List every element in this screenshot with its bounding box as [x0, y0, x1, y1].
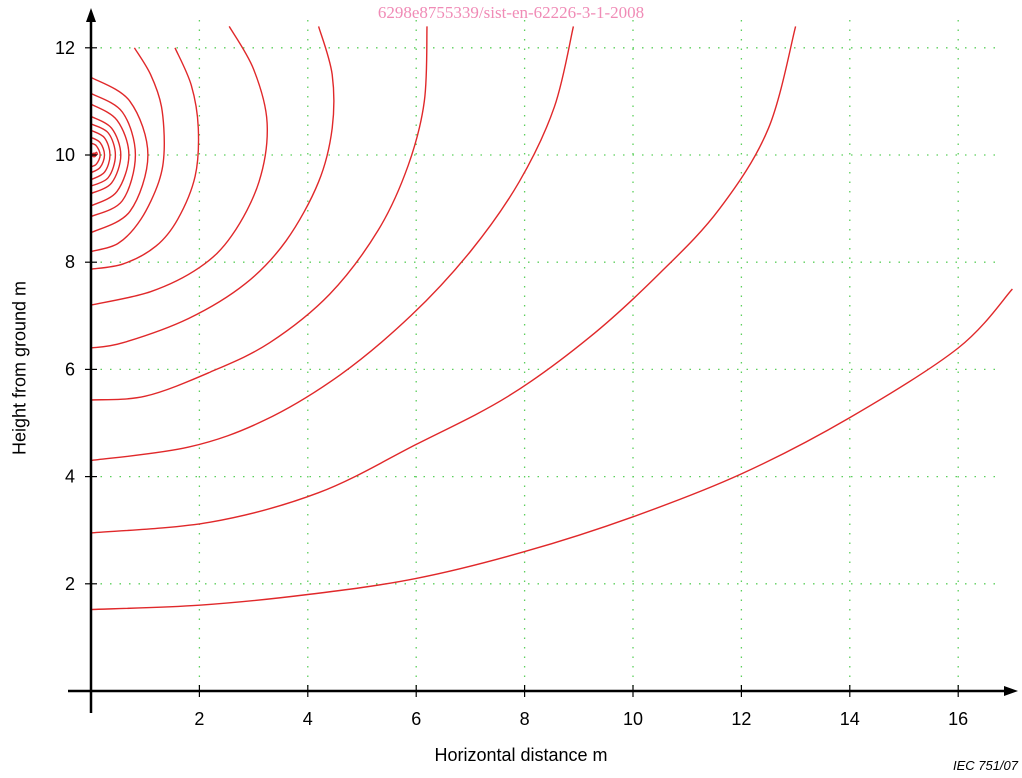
- y-tick-label: 8: [65, 252, 75, 272]
- equipotential-curve-12: [90, 26, 268, 306]
- x-axis-arrow: [1004, 686, 1018, 696]
- y-axis-label: Height from ground m: [9, 280, 30, 456]
- curve-layer: [90, 26, 1013, 611]
- x-tick-label: 6: [411, 709, 421, 729]
- axis-layer: [68, 8, 1018, 713]
- x-tick-label: 14: [840, 709, 860, 729]
- x-tick-label: 8: [520, 709, 530, 729]
- figure-reference: IEC 751/07: [952, 758, 1018, 773]
- equipotential-curve-11: [90, 47, 200, 270]
- equipotential-curve-8: [90, 92, 137, 218]
- equipotential-curve-4: [90, 129, 111, 181]
- x-tick-label: 16: [948, 709, 968, 729]
- y-tick-label: 12: [55, 38, 75, 58]
- equipotential-curve-14: [90, 26, 428, 401]
- equipotential-curve-15: [90, 26, 575, 462]
- y-tick-label: 10: [55, 145, 75, 165]
- y-tick-label: 6: [65, 359, 75, 379]
- equipotential-curve-9: [90, 76, 149, 234]
- equipotential-curve-10: [90, 47, 165, 253]
- equipotential-curve-2: [90, 142, 101, 168]
- equipotential-curve-17: [90, 288, 1013, 611]
- tick-layer: 2 4 6 8 10 12 14 16 2 4 6 8 10 12: [55, 38, 968, 729]
- x-axis-label: Horizontal distance m: [434, 745, 608, 765]
- equipotential-curve-7: [90, 103, 130, 207]
- y-tick-label: 4: [65, 467, 75, 487]
- grid-layer: [91, 20, 1003, 691]
- y-axis-arrow: [86, 8, 96, 22]
- equipotential-curve-5: [90, 123, 117, 187]
- equipotential-curve-6: [90, 115, 122, 195]
- equipotential-curve-13: [90, 26, 335, 349]
- equipotential-curve-3: [90, 136, 106, 174]
- x-tick-label: 10: [623, 709, 643, 729]
- x-tick-label: 2: [194, 709, 204, 729]
- x-tick-label: 12: [731, 709, 751, 729]
- x-tick-label: 4: [303, 709, 313, 729]
- watermark-text: 6298e8755339/sist-en-62226-3-1-2008: [377, 3, 645, 22]
- y-tick-label: 2: [65, 574, 75, 594]
- equipotential-curve-16: [90, 26, 797, 534]
